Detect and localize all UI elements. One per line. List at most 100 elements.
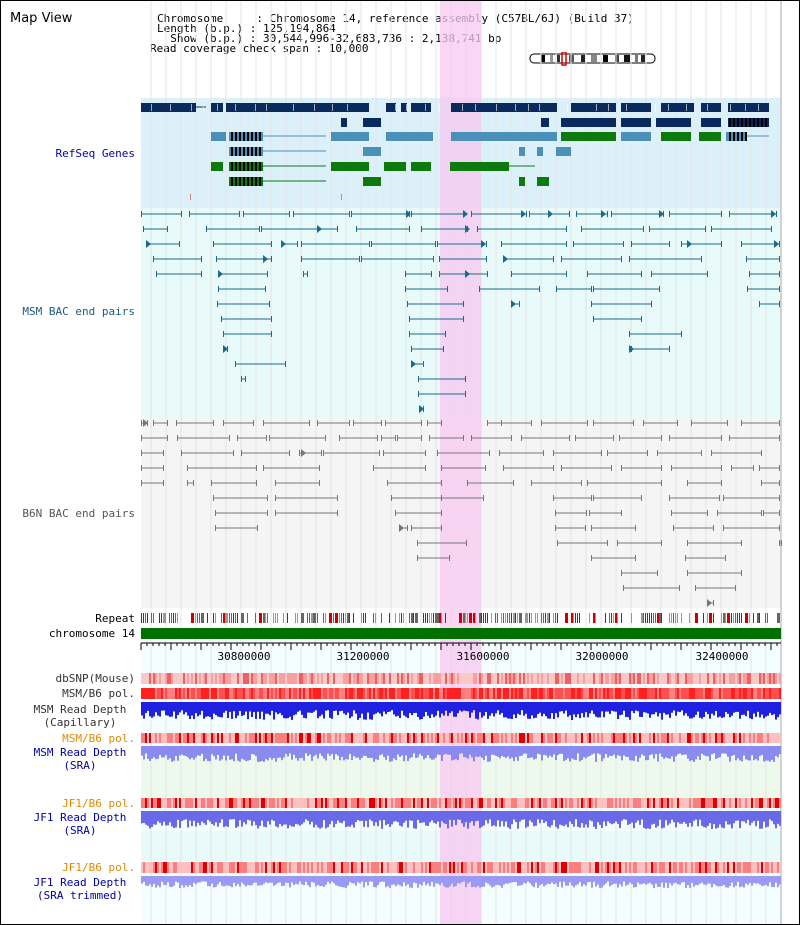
b6n-bac-pair-end — [325, 435, 326, 441]
repeat-mark — [565, 613, 568, 623]
msm-bac-pair-end — [153, 256, 154, 262]
repeat-mark — [147, 613, 148, 623]
jf1-depth-sra-bar — [489, 811, 491, 820]
msm-depth-sra-bar — [267, 746, 269, 761]
jf1-b6-pol-2-heat — [631, 862, 633, 873]
jf1-depth-sra-bar — [649, 811, 651, 829]
msm-b6-pol-heat — [643, 688, 645, 699]
msm-depth-capillary-bar — [205, 702, 207, 717]
jf1-depth-trimmed-bar — [419, 876, 421, 885]
jf1-b6-pol-2-heat — [247, 862, 249, 873]
dbsnp-heat — [329, 673, 331, 684]
dbsnp-heat — [207, 673, 209, 684]
jf1-depth-sra-bar — [199, 811, 201, 826]
jf1-b6-pol-2-heat — [489, 862, 491, 873]
b6n-bac-pair-end — [671, 465, 672, 471]
msm-b6-pol-2-label[interactable]: MSM/B6 pol. — [62, 732, 135, 745]
msm-depth-capillary-bar — [593, 702, 595, 715]
msm-depth-sra-label[interactable]: MSM Read Depth (SRA) — [21, 746, 139, 772]
msm-depth-sra-bar — [319, 746, 321, 754]
msm-b6-pol-heat — [587, 688, 589, 699]
jf1-b6-pol-2-heat — [153, 862, 155, 873]
b6n-bac-pair-end — [585, 525, 586, 531]
refseq-genes-label[interactable]: RefSeq Genes — [55, 147, 135, 160]
msm-depth-sra-bar — [433, 746, 435, 760]
repeat-mark — [657, 613, 660, 623]
msm-depth-capillary-label[interactable]: MSM Read Depth (Capillary) — [21, 703, 139, 729]
msm-b6-pol-heat — [543, 688, 545, 699]
msm-b6-pol-2-heat — [189, 733, 191, 743]
jf1-b6-pol-heat — [453, 798, 455, 808]
msm-b6-pol-label[interactable]: MSM/B6 pol. — [62, 687, 135, 700]
jf1-depth-trimmed-bar — [271, 876, 273, 883]
jf1-b6-pol-heat — [655, 798, 657, 808]
msm-bac-pair-end — [593, 316, 594, 322]
jf1-depth-trimmed-bar — [293, 876, 295, 886]
msm-b6-pol-2-heat — [413, 733, 415, 743]
jf1-depth-trimmed-line2: (SRA trimmed) — [36, 889, 124, 902]
msm-b6-pol-heat — [171, 688, 173, 699]
repeat-mark — [649, 613, 650, 623]
jf1-depth-trimmed-bar — [265, 876, 267, 883]
jf1-depth-sra-bar — [175, 811, 177, 828]
msm-b6-pol-heat — [379, 688, 381, 699]
msm-depth-capillary-bar — [235, 702, 237, 719]
jf1-b6-pol-2-heat — [245, 862, 247, 873]
msm-b6-pol-2-heat — [453, 733, 455, 743]
jf1-b6-pol-heat — [567, 798, 569, 808]
jf1-depth-sra-bar — [219, 811, 221, 823]
msm-depth-capillary-bar — [715, 702, 717, 712]
msm-b6-pol-2-heat — [343, 733, 345, 743]
jf1-b6-pol-heat — [683, 798, 685, 808]
repeat-mark — [517, 613, 518, 623]
msm-bac-pair-end — [271, 316, 272, 322]
msm-bac-label[interactable]: MSM BAC end pairs — [22, 305, 135, 318]
msm-b6-pol-heat — [475, 688, 477, 699]
jf1-depth-trimmed-bar — [391, 876, 393, 885]
jf1-b6-pol-2-heat — [561, 862, 563, 873]
jf1-b6-pol-heat — [233, 798, 235, 808]
jf1-depth-sra-bar — [253, 811, 255, 822]
jf1-b6-pol-label[interactable]: JF1/B6 pol. — [62, 797, 135, 810]
msm-depth-sra-bar — [159, 746, 161, 755]
msm-depth-sra-bar — [299, 746, 301, 759]
dbsnp-heat — [451, 673, 453, 684]
msm-depth-capillary-bar — [545, 702, 547, 717]
chromosome-ideogram[interactable] — [529, 52, 657, 66]
msm-depth-sra-bar — [711, 746, 713, 755]
dbsnp-heat — [495, 673, 497, 684]
jf1-depth-trimmed-bar — [683, 876, 685, 882]
msm-depth-sra-bar — [313, 746, 315, 757]
msm-depth-capillary-bar — [603, 702, 605, 718]
msm-depth-sra-bar — [459, 746, 461, 754]
msm-bac-pair-end — [271, 331, 272, 337]
jf1-depth-trimmed-label[interactable]: JF1 Read Depth (SRA trimmed) — [21, 876, 139, 902]
msm-b6-pol-heat — [461, 688, 463, 699]
jf1-b6-pol-2-label[interactable]: JF1/B6 pol. — [62, 861, 135, 874]
repeat-mark — [615, 613, 618, 623]
msm-b6-pol-2-heat — [165, 733, 167, 743]
jf1-b6-pol-heat — [405, 798, 407, 808]
jf1-b6-pol-heat — [753, 798, 755, 808]
b6n-bac-label[interactable]: B6N BAC end pairs — [22, 507, 135, 520]
msm-depth-sra-bar — [223, 746, 225, 756]
jf1-depth-sra-label[interactable]: JF1 Read Depth (SRA) — [21, 811, 139, 837]
repeat-mark — [725, 613, 726, 623]
msm-depth-capillary-bar — [143, 702, 145, 719]
msm-depth-capillary-bar — [403, 702, 405, 716]
jf1-depth-trimmed-bar — [311, 876, 313, 883]
msm-b6-pol-heat — [441, 688, 443, 699]
repeat-mark — [273, 613, 274, 623]
dbsnp-label[interactable]: dbSNP(Mouse) — [55, 672, 135, 685]
msm-depth-sra-bar — [605, 746, 607, 754]
jf1-b6-pol-2-heat — [165, 862, 167, 873]
jf1-depth-trimmed-bar — [743, 876, 745, 888]
jf1-b6-pol-heat — [187, 798, 189, 808]
jf1-b6-pol-2-heat — [685, 862, 687, 873]
msm-depth-capillary-bar — [281, 702, 283, 716]
msm-depth-capillary-bar — [167, 702, 169, 716]
msm-b6-pol-2-heat — [445, 733, 447, 743]
msm-depth-capillary-bar — [353, 702, 355, 711]
msm-depth-sra-bar — [329, 746, 331, 756]
